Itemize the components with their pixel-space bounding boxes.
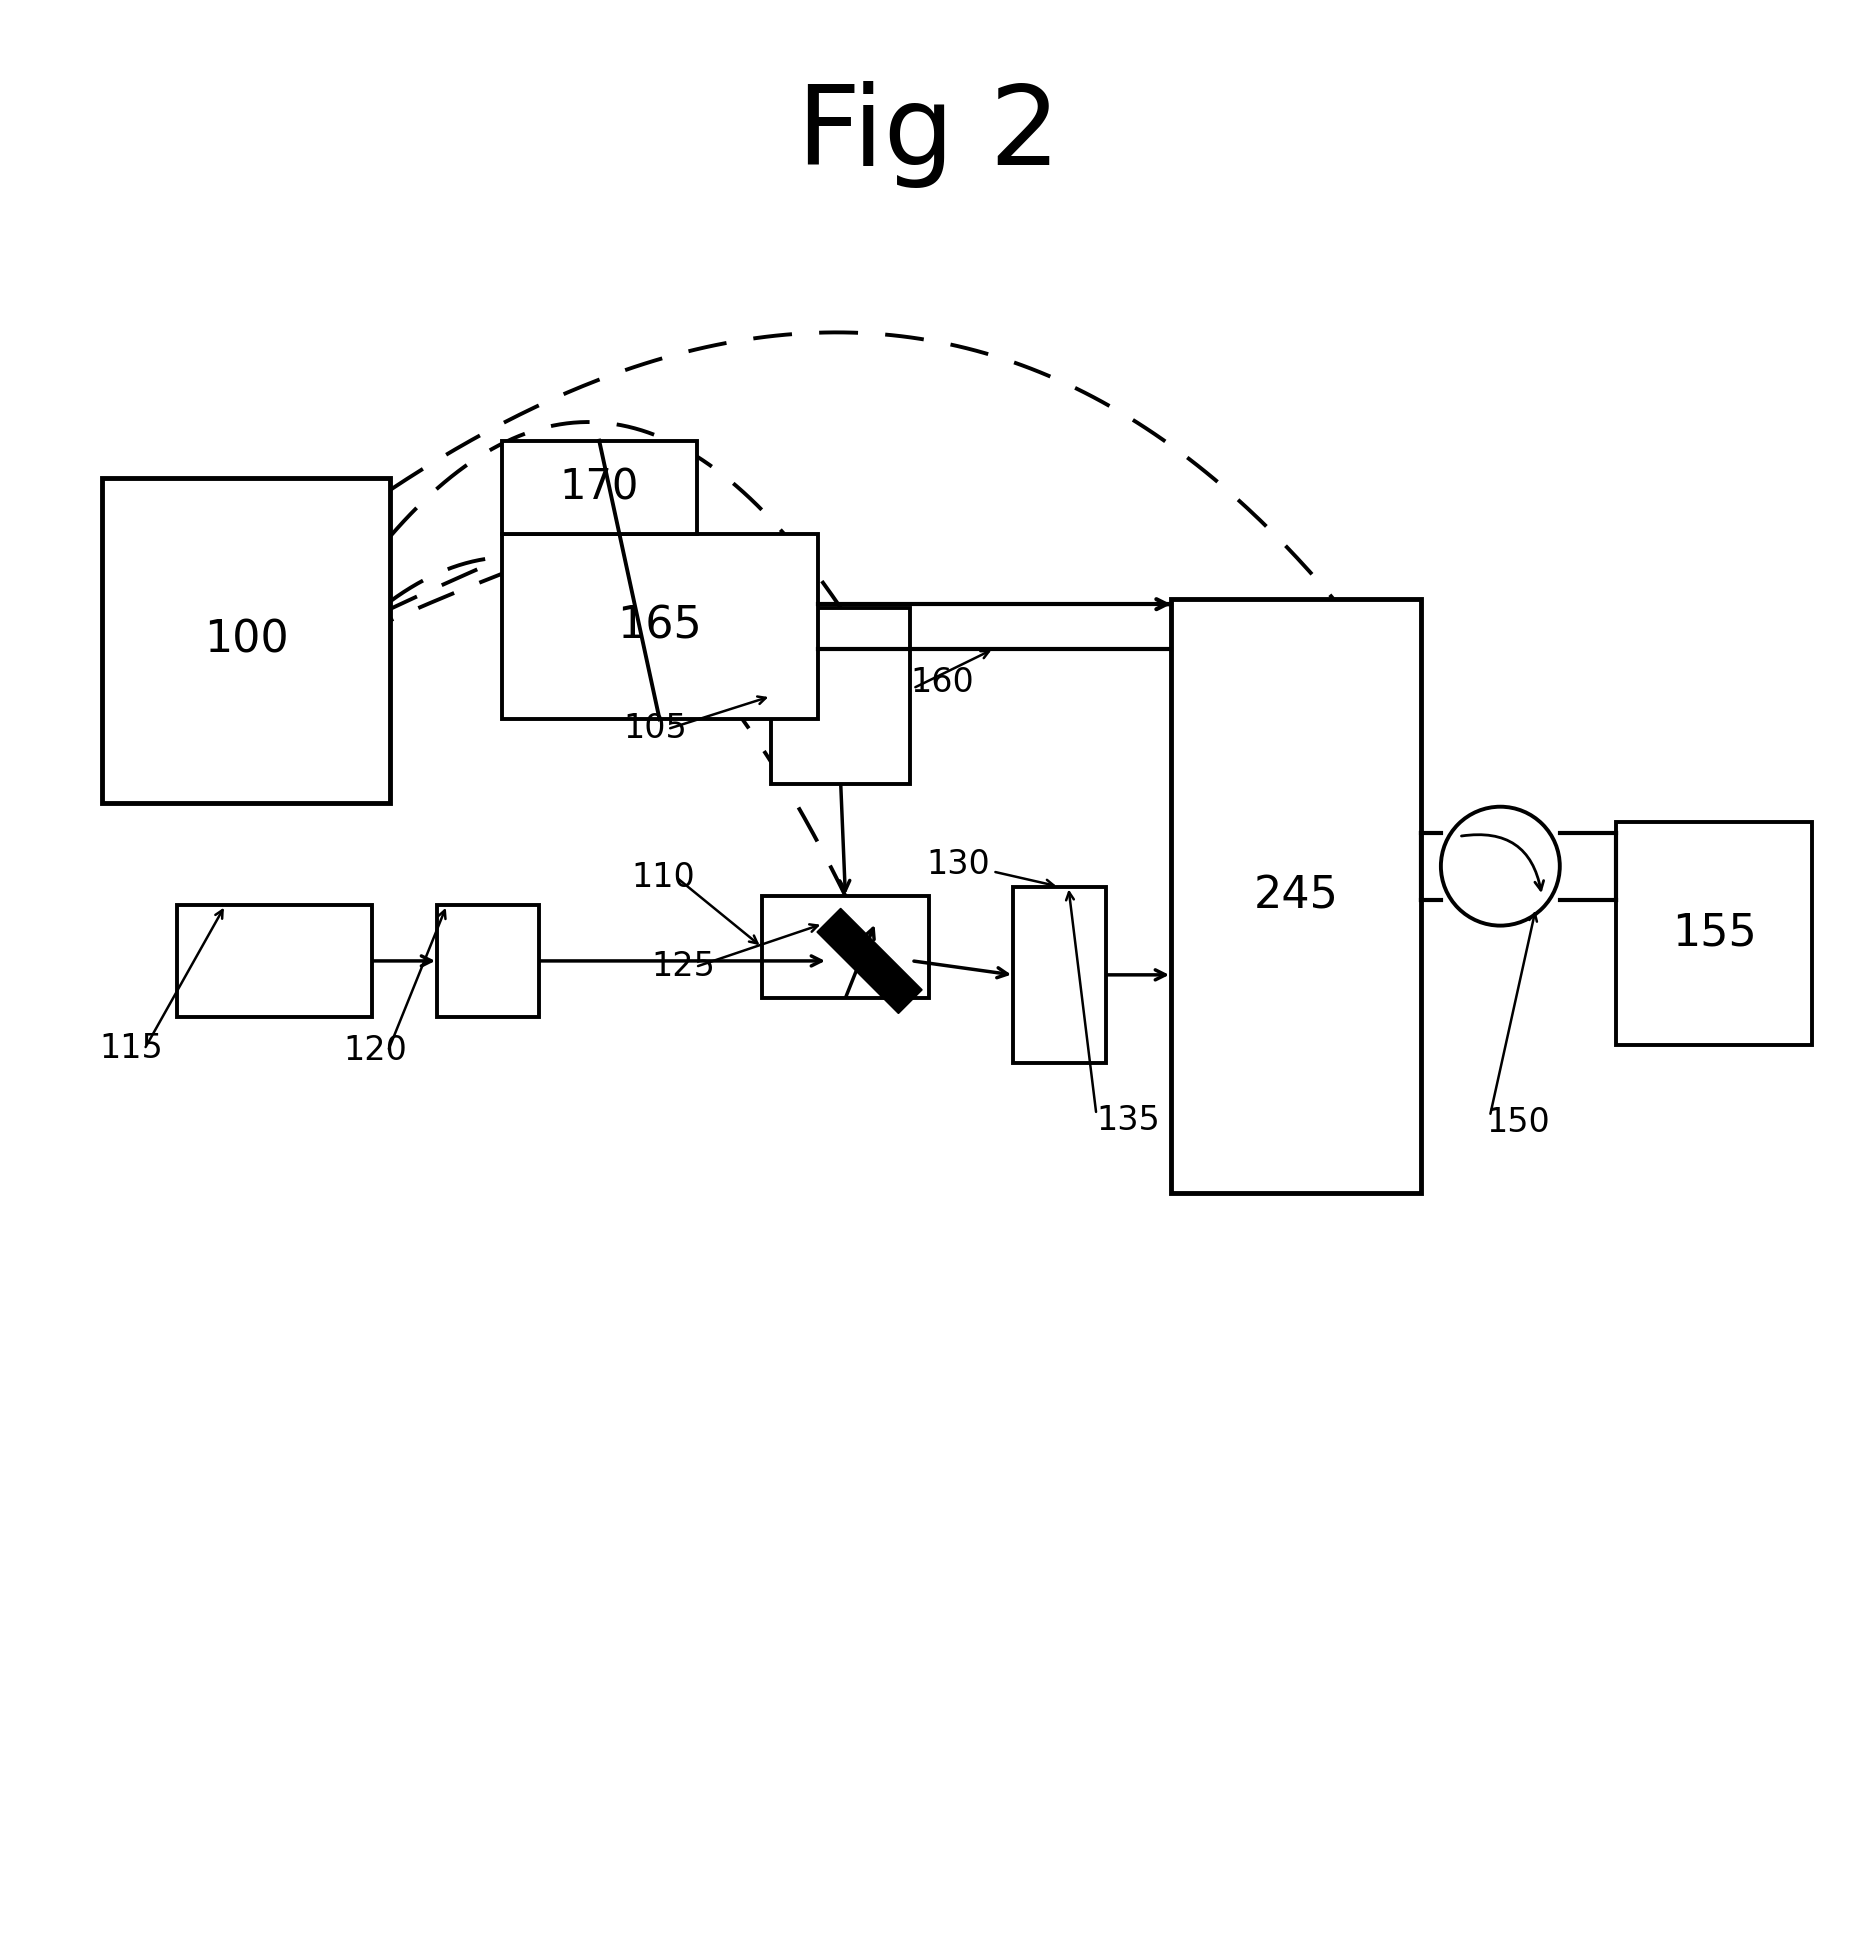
Text: 160: 160 (910, 666, 973, 699)
Text: 110: 110 (631, 860, 695, 893)
Bar (1170, 599, 1421, 1193)
Text: 130: 130 (927, 848, 990, 882)
Text: 125: 125 (652, 950, 715, 983)
Bar (176, 905, 371, 1017)
Bar (501, 441, 696, 533)
Text: Fig 2: Fig 2 (797, 80, 1060, 188)
Text: 135: 135 (1096, 1105, 1159, 1138)
Bar (501, 533, 817, 719)
Bar (1012, 887, 1105, 1064)
Text: 165: 165 (617, 605, 702, 648)
Text: 245: 245 (1253, 874, 1337, 917)
Text: 170: 170 (559, 466, 639, 507)
Text: 150: 150 (1486, 1107, 1549, 1138)
Text: 105: 105 (624, 713, 687, 744)
Bar (102, 478, 390, 803)
Bar (436, 905, 539, 1017)
Text: 100: 100 (204, 619, 288, 662)
Polygon shape (817, 909, 921, 1013)
Text: 155: 155 (1671, 911, 1755, 954)
Bar (761, 895, 928, 997)
Text: 115: 115 (100, 1032, 163, 1066)
Bar (771, 607, 910, 784)
Text: 120: 120 (344, 1034, 407, 1066)
Bar (1616, 821, 1811, 1044)
